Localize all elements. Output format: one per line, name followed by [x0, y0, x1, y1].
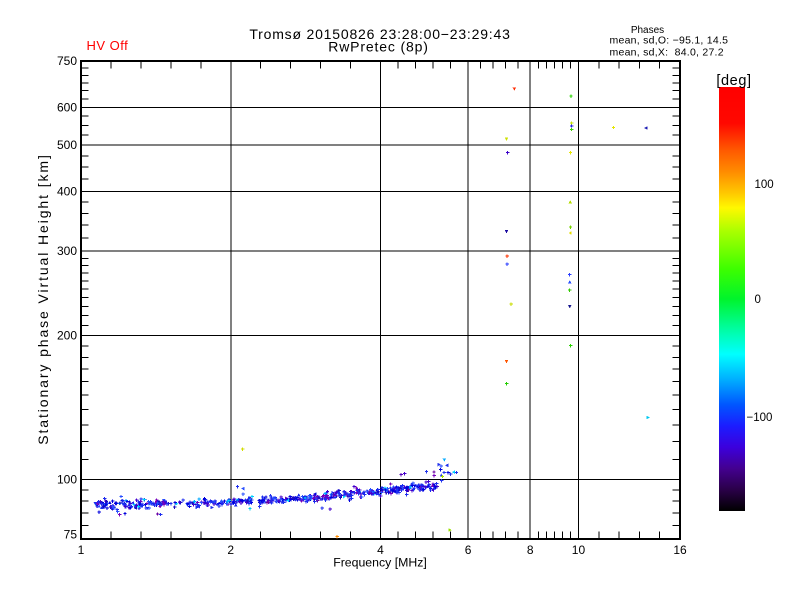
svg-text:300: 300: [57, 244, 77, 258]
svg-text:Stationary phase Virtual Heigh: Stationary phase Virtual Height [km]: [35, 153, 51, 444]
svg-text:2: 2: [227, 543, 234, 557]
svg-text:100: 100: [57, 472, 77, 486]
svg-text:400: 400: [57, 184, 77, 198]
svg-text:500: 500: [57, 138, 77, 152]
svg-text:HV Off: HV Off: [87, 38, 129, 53]
svg-text:100: 100: [755, 179, 774, 191]
svg-text:[deg]: [deg]: [716, 73, 751, 89]
svg-text:16: 16: [673, 543, 687, 557]
svg-text:0: 0: [755, 294, 761, 306]
svg-text:RwPretec (8p): RwPretec (8p): [328, 39, 429, 55]
svg-text:6: 6: [465, 543, 472, 557]
svg-text:750: 750: [57, 54, 77, 68]
svg-text:Phases: Phases: [631, 25, 664, 36]
svg-text:1: 1: [78, 543, 85, 557]
svg-text:600: 600: [57, 100, 77, 114]
svg-text:75: 75: [64, 528, 78, 542]
svg-text:8: 8: [527, 543, 534, 557]
svg-text:10: 10: [572, 543, 586, 557]
svg-text:200: 200: [57, 328, 77, 342]
svg-text:mean, sd,X: 84.0, 27.2: mean, sd,X: 84.0, 27.2: [610, 47, 724, 59]
svg-text:Tromsø 20150826 23:28:00−23:29: Tromsø 20150826 23:28:00−23:29:43: [249, 26, 510, 42]
svg-text:mean, sd,O: −95.1, 14.5: mean, sd,O: −95.1, 14.5: [610, 35, 729, 47]
svg-text:Frequency [MHz]: Frequency [MHz]: [333, 556, 427, 570]
svg-text:−100: −100: [747, 412, 773, 424]
svg-text:4: 4: [377, 543, 384, 557]
